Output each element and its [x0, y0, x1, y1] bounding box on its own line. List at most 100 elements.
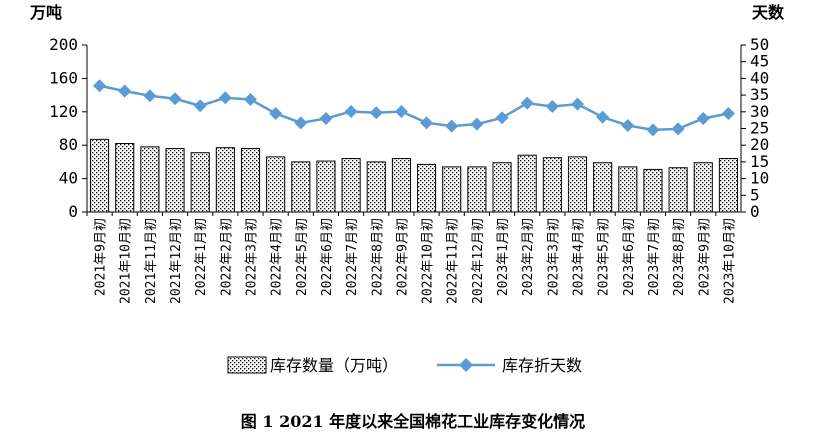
right-tick-label: 5: [750, 185, 760, 204]
x-tick-label: 2023年4月初: [572, 218, 587, 296]
series-line: [99, 84, 729, 132]
line-point: [344, 104, 358, 118]
line-point: [319, 111, 333, 125]
right-axis-unit: 天数: [752, 3, 785, 22]
bar: [668, 167, 688, 213]
right-tick-label: 35: [750, 85, 769, 104]
line-point: [545, 99, 559, 113]
line-point: [671, 122, 685, 136]
bar: [517, 154, 537, 213]
bar: [165, 148, 185, 213]
line-point: [193, 99, 207, 113]
right-tick-label: 10: [750, 169, 769, 188]
line-point: [596, 110, 610, 124]
left-tick-label: 80: [59, 135, 78, 154]
line-point: [621, 118, 635, 132]
x-tick-label: 2023年5月初: [597, 218, 612, 296]
line-point: [420, 116, 434, 130]
right-tick-label: 30: [750, 102, 769, 121]
x-tick-label: 2022年2月初: [219, 218, 234, 296]
x-tick-label: 2023年6月初: [622, 218, 637, 296]
bar: [215, 147, 235, 213]
x-tick-label: 2022年7月初: [345, 218, 360, 296]
right-tick-label: 15: [750, 152, 769, 171]
line-point: [118, 84, 132, 98]
x-tick-label: 2023年1月初: [496, 218, 511, 296]
bar: [467, 166, 487, 213]
x-tick-label: 2022年5月初: [295, 218, 310, 296]
bar: [417, 163, 437, 213]
x-tick-label: 2022年1月初: [194, 218, 209, 296]
bar: [90, 138, 110, 213]
line-point: [294, 116, 308, 130]
left-tick-label: 200: [49, 35, 78, 54]
x-tick-label: 2021年11月初: [144, 218, 159, 304]
right-tick-label: 0: [750, 202, 760, 221]
legend-line-marker: [459, 358, 473, 372]
line-point: [143, 89, 157, 103]
right-tick-label: 50: [750, 35, 769, 54]
line-point: [470, 117, 484, 131]
bar: [140, 146, 160, 213]
line-point: [445, 119, 459, 133]
bar: [341, 158, 361, 213]
x-tick-label: 2021年9月初: [94, 218, 109, 296]
x-tick-label: 2022年10月初: [421, 218, 436, 304]
line-point: [696, 111, 710, 125]
left-tick-label: 0: [68, 202, 78, 221]
line-point: [269, 106, 283, 120]
bar: [266, 156, 286, 213]
x-tick-label: 2022年11月初: [446, 218, 461, 304]
legend-bar-swatch: [227, 356, 267, 374]
right-tick-label: 25: [750, 119, 769, 138]
bar: [240, 148, 261, 213]
bar: [190, 152, 210, 213]
line-point: [571, 97, 584, 111]
bar: [442, 166, 462, 213]
x-tick-label: 2022年6月初: [320, 218, 335, 296]
bar: [391, 158, 411, 213]
bar: [718, 158, 738, 213]
legend-line-label: 库存折天数: [502, 356, 582, 375]
x-tick-label: 2023年9月初: [697, 218, 712, 296]
x-tick-label: 2023年10月初: [722, 218, 737, 304]
line-point: [721, 106, 735, 120]
line-point: [646, 123, 660, 137]
bar: [643, 168, 663, 213]
bar: [366, 161, 386, 213]
line-point: [168, 92, 182, 106]
x-tick-label: 2023年2月初: [521, 218, 536, 296]
bar: [316, 160, 336, 213]
right-tick-label: 40: [750, 68, 769, 87]
figure-caption: 图 1 2021 年度以来全国棉花工业库存变化情况: [240, 412, 586, 431]
bar: [492, 162, 512, 213]
line-point: [218, 91, 232, 105]
line-series: [93, 79, 735, 137]
left-tick-label: 40: [59, 169, 78, 188]
x-tick-label: 2023年7月初: [647, 218, 662, 296]
legend-bar-label: 库存数量（万吨）: [270, 356, 398, 375]
legend: 库存数量（万吨） 库存折天数: [227, 356, 582, 375]
x-tick-label: 2022年3月初: [245, 218, 260, 296]
x-tick-label: 2021年12月初: [169, 218, 184, 304]
bar: [291, 161, 311, 213]
line-point: [394, 104, 408, 118]
bar: [618, 166, 638, 213]
x-tick-label: 2022年12月初: [471, 218, 486, 304]
line-point: [369, 106, 383, 120]
line-point: [495, 111, 509, 125]
bar: [567, 156, 588, 213]
x-tick-label: 2023年3月初: [546, 218, 561, 296]
right-tick-label: 45: [750, 52, 769, 71]
x-axis: 2021年9月初 2021年10月初 2021年11月初 2021年12月初 2022年…: [86, 212, 737, 304]
left-tick-label: 160: [49, 68, 78, 87]
line-point: [244, 92, 257, 106]
bar: [115, 143, 135, 213]
x-tick-label: 2022年8月初: [370, 218, 385, 296]
x-tick-label: 2022年9月初: [395, 218, 410, 296]
bar: [542, 157, 562, 213]
bar: [693, 162, 713, 213]
x-tick-label: 2023年8月初: [672, 218, 687, 296]
